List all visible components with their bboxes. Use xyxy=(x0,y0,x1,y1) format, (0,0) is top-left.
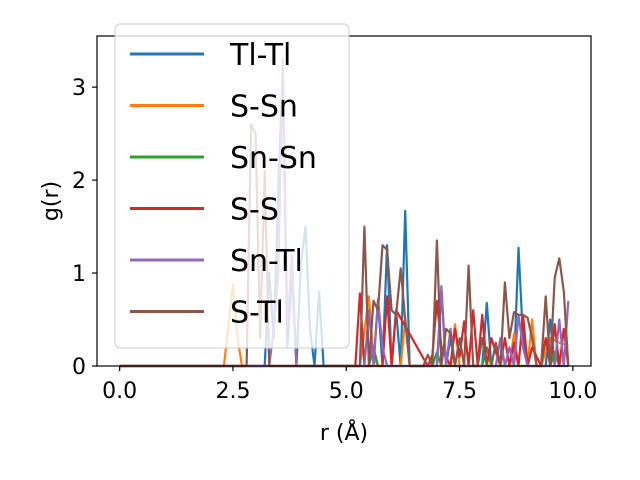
x-tick-label: 0.0 xyxy=(102,379,137,404)
series-line-s-tl xyxy=(119,123,570,368)
legend-label: S-Sn xyxy=(230,90,298,125)
x-axis-label: r (Å) xyxy=(320,419,368,446)
y-tick-label: 1 xyxy=(72,262,86,287)
y-tick-label: 0 xyxy=(72,355,86,380)
y-tick-label: 2 xyxy=(72,169,86,194)
y-axis: 0 1 2 3 xyxy=(72,76,97,380)
x-tick-label: 5.0 xyxy=(329,379,364,404)
legend-label: Tl-Tl xyxy=(229,38,291,73)
x-tick-label: 2.5 xyxy=(215,379,250,404)
series-line-s-s xyxy=(119,292,570,368)
x-tick-label: 7.5 xyxy=(442,379,477,404)
x-axis: 0.0 2.5 5.0 7.5 10.0 xyxy=(102,366,597,404)
legend-label: S-Tl xyxy=(230,296,284,331)
x-tick-label: 10.0 xyxy=(548,379,597,404)
legend-label: Sn-Sn xyxy=(230,141,317,176)
y-axis-label: g(r) xyxy=(39,181,64,221)
legend-label: S-S xyxy=(230,193,279,228)
y-tick-label: 3 xyxy=(72,76,86,101)
legend-label: Sn-Tl xyxy=(230,244,303,279)
legend: Tl-Tl S-Sn Sn-Sn S-S Sn-Tl S-Tl xyxy=(114,23,350,349)
